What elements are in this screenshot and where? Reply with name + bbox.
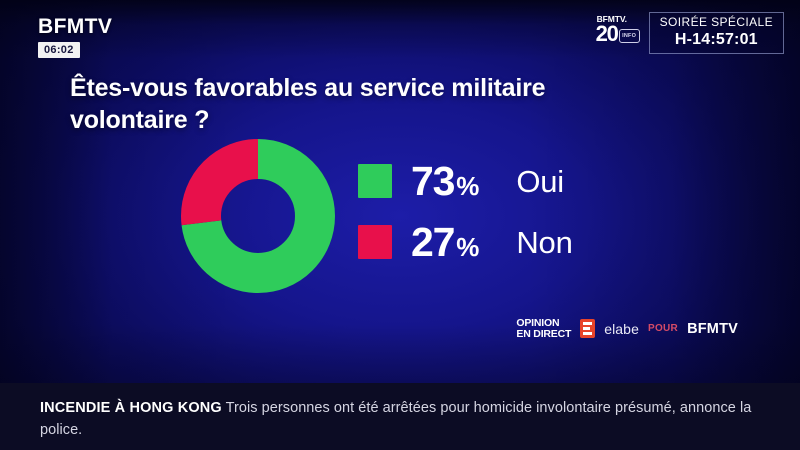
special-broadcast-title: SOIRÉE SPÉCIALE <box>659 15 773 29</box>
attribution-broadcaster: BFMTV <box>687 320 738 337</box>
anniversary-logo-number: 20 <box>595 21 619 47</box>
channel-logo: BFMTV <box>38 15 113 38</box>
legend-swatch-non <box>358 225 392 259</box>
legend-swatch-oui <box>358 164 392 198</box>
legend-label-oui: Oui <box>516 163 564 199</box>
anniversary-logo-wordmark: BFMTV. <box>596 14 627 25</box>
elabe-icon <box>580 319 596 339</box>
news-ticker-body: Trois personnes ont été arrêtées pour ho… <box>40 400 752 439</box>
poll-attribution: OPINION EN DIRECT elabe POUR BFMTV <box>516 318 738 339</box>
news-ticker-text: INCENDIE À HONG KONG Trois personnes ont… <box>40 397 760 442</box>
legend-percent-sign-non: % <box>456 231 480 262</box>
donut-svg <box>181 139 335 293</box>
legend-number-non: 27 <box>411 218 455 265</box>
donut-slice-non <box>181 139 335 293</box>
opinion-en-direct-logo: OPINION EN DIRECT <box>516 318 571 339</box>
special-broadcast-banner: BFMTV. 20 INFO SOIRÉE SPÉCIALE H-14:57:0… <box>596 12 784 55</box>
poll-donut-chart <box>181 139 335 293</box>
anniversary-logo: BFMTV. 20 INFO <box>596 15 642 51</box>
anniversary-logo-chip: INFO <box>618 29 640 44</box>
legend-row-oui: 73 % Oui <box>358 157 573 204</box>
legend-percent-sign-oui: % <box>456 170 480 201</box>
clock-badge: 06:02 <box>38 42 80 59</box>
legend-number-oui: 73 <box>411 157 455 204</box>
legend-row-non: 27 % Non <box>358 218 573 265</box>
poll-question: Êtes-vous favorables au service militair… <box>70 74 546 134</box>
news-ticker: INCENDIE À HONG KONG Trois personnes ont… <box>0 383 800 450</box>
legend-label-non: Non <box>516 224 573 260</box>
legend-value-non: 27 % <box>411 218 480 265</box>
opinion-line-1: OPINION <box>516 317 560 329</box>
special-broadcast-box: SOIRÉE SPÉCIALE H-14:57:01 <box>648 12 784 55</box>
news-ticker-headline: INCENDIE À HONG KONG <box>40 400 222 416</box>
countdown-timer: H-14:57:01 <box>674 30 758 48</box>
opinion-line-2: EN DIRECT <box>516 327 572 340</box>
legend-value-oui: 73 % <box>411 157 480 204</box>
poll-legend: 73 % Oui 27 % Non <box>358 157 573 265</box>
attribution-pour-label: POUR <box>647 323 679 335</box>
channel-identity: BFMTV 06:02 <box>38 15 113 59</box>
elabe-wordmark: elabe <box>604 320 639 337</box>
